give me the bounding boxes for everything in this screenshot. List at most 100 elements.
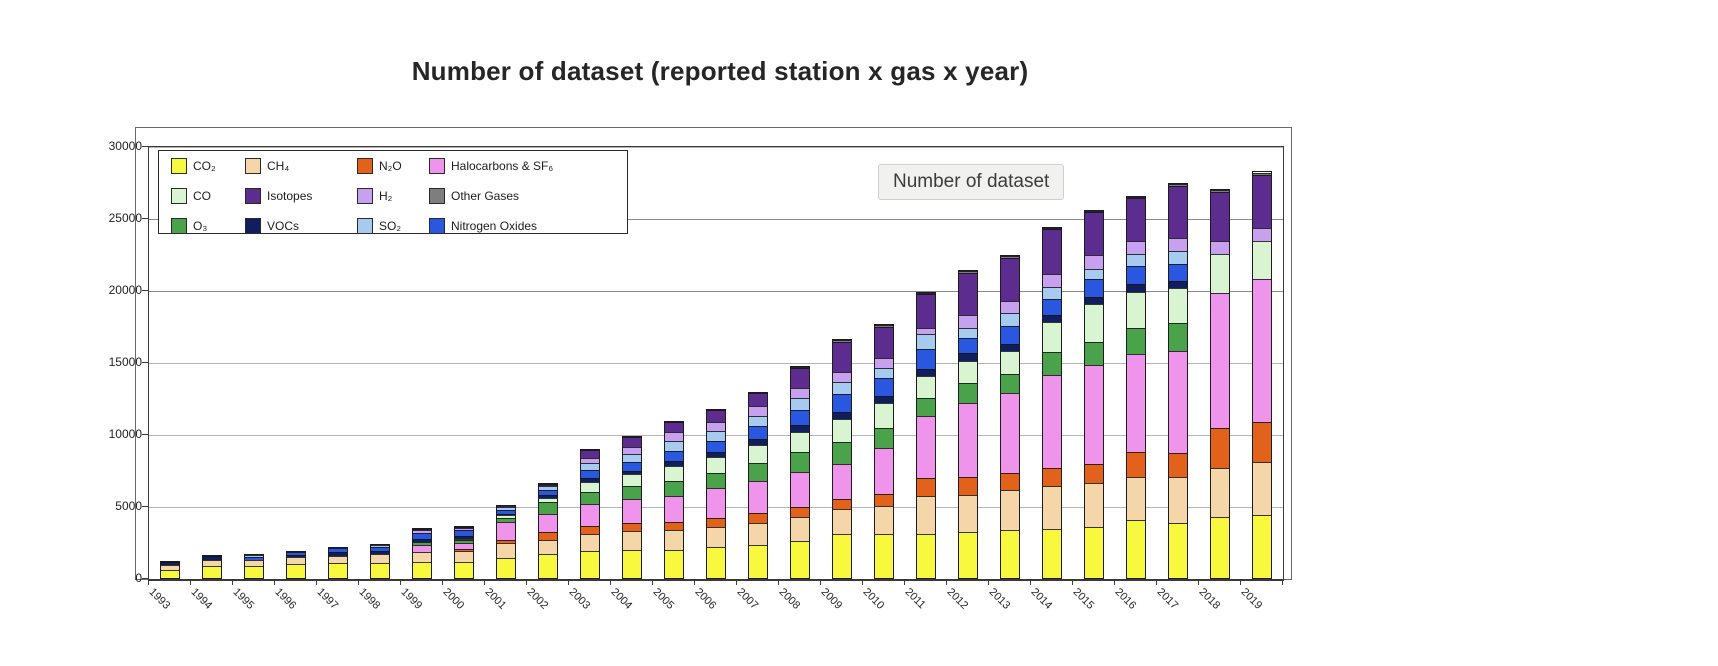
bar-segment-halocarbons-sf-[interactable] (1001, 392, 1019, 473)
bar-segment-nitrogen-oxides[interactable] (1085, 278, 1103, 297)
bar-segment-co-[interactable] (749, 545, 767, 578)
bar-segment-co[interactable] (1085, 303, 1103, 342)
bar-segment-n-o[interactable] (455, 549, 473, 551)
bar-segment-vocs[interactable] (1043, 314, 1061, 322)
bar-segment-o-[interactable] (1169, 322, 1187, 351)
bar-segment-halocarbons-sf-[interactable] (1043, 374, 1061, 468)
bar-segment-isotopes[interactable] (623, 437, 641, 448)
bar-2001[interactable] (496, 504, 516, 579)
bar-segment-nitrogen-oxides[interactable] (329, 547, 347, 553)
bar-segment-ch-[interactable] (623, 531, 641, 550)
bar-segment-nitrogen-oxides[interactable] (287, 551, 305, 556)
bar-segment-ch-[interactable] (833, 508, 851, 535)
bar-segment-halocarbons-sf-[interactable] (413, 544, 431, 552)
bar-segment-co-[interactable] (203, 565, 221, 578)
bar-segment-ch-[interactable] (287, 557, 305, 565)
bar-segment-ch-[interactable] (707, 526, 725, 548)
bar-segment-ch-[interactable] (959, 495, 977, 533)
bar-segment-nitrogen-oxides[interactable] (581, 470, 599, 479)
bar-segment-halocarbons-sf-[interactable] (791, 472, 809, 507)
bar-segment-co-[interactable] (1085, 527, 1103, 578)
bar-segment-other-gases[interactable] (917, 292, 935, 295)
bar-1999[interactable] (412, 527, 432, 579)
bar-segment-isotopes[interactable] (1211, 191, 1229, 242)
bar-segment-isotopes[interactable] (413, 528, 431, 531)
bar-segment-h-[interactable] (707, 422, 725, 432)
bar-segment-vocs[interactable] (1085, 296, 1103, 304)
bar-segment-h-[interactable] (1253, 228, 1271, 241)
bar-2005[interactable] (664, 421, 684, 579)
bar-segment-co-[interactable] (581, 551, 599, 578)
bar-segment-h-[interactable] (1043, 273, 1061, 287)
bar-segment-n-o[interactable] (1169, 453, 1187, 477)
bar-segment-o-[interactable] (959, 382, 977, 404)
bar-segment-h-[interactable] (665, 432, 683, 441)
bar-segment-n-o[interactable] (1127, 451, 1145, 478)
bar-segment-ch-[interactable] (1001, 489, 1019, 531)
bar-segment-isotopes[interactable] (749, 392, 767, 406)
bar-segment-isotopes[interactable] (455, 526, 473, 528)
bar-2014[interactable] (1042, 226, 1062, 579)
bar-segment-isotopes[interactable] (959, 272, 977, 316)
bar-segment-co[interactable] (1001, 351, 1019, 375)
bar-segment-h-[interactable] (581, 458, 599, 464)
bar-segment-co[interactable] (1169, 287, 1187, 323)
bar-segment-vocs[interactable] (665, 460, 683, 466)
bar-segment-other-gases[interactable] (1127, 196, 1145, 199)
bar-segment-co-[interactable] (1253, 514, 1271, 578)
bar-segment-vocs[interactable] (1127, 283, 1145, 292)
bar-1995[interactable] (244, 553, 264, 579)
bar-segment-co-[interactable] (1211, 517, 1229, 578)
bar-segment-nitrogen-oxides[interactable] (749, 426, 767, 440)
bar-segment-other-gases[interactable] (791, 366, 809, 369)
bar-segment-co[interactable] (1127, 291, 1145, 329)
bar-segment-nitrogen-oxides[interactable] (497, 510, 515, 514)
bar-segment-ch-[interactable] (1211, 468, 1229, 518)
bar-segment-vocs[interactable] (833, 411, 851, 419)
bar-segment-halocarbons-sf-[interactable] (1085, 364, 1103, 465)
bar-segment-h-[interactable] (413, 530, 431, 534)
bar-segment-n-o[interactable] (581, 526, 599, 535)
bar-segment-co[interactable] (539, 497, 557, 503)
bar-2007[interactable] (748, 391, 768, 579)
bar-segment-so-[interactable] (371, 545, 389, 547)
bar-segment-n-o[interactable] (1001, 472, 1019, 490)
bar-segment-co-[interactable] (707, 547, 725, 578)
bar-2008[interactable] (790, 365, 810, 579)
bar-segment-o-[interactable] (539, 502, 557, 514)
bar-segment-nitrogen-oxides[interactable] (1169, 263, 1187, 281)
bar-segment-o-[interactable] (875, 428, 893, 448)
bar-segment-h-[interactable] (623, 447, 641, 455)
bar-segment-ch-[interactable] (665, 530, 683, 550)
bar-segment-vocs[interactable] (623, 470, 641, 475)
bar-segment-co-[interactable] (497, 557, 515, 578)
bar-segment-other-gases[interactable] (833, 340, 851, 342)
bar-segment-n-o[interactable] (623, 522, 641, 532)
bar-segment-o-[interactable] (833, 441, 851, 464)
bar-segment-co[interactable] (791, 431, 809, 453)
bar-segment-co-[interactable] (917, 533, 935, 578)
bar-segment-vocs[interactable] (203, 556, 221, 561)
bar-segment-o-[interactable] (497, 518, 515, 523)
bar-segment-other-gases[interactable] (959, 271, 977, 273)
bar-segment-so-[interactable] (1127, 254, 1145, 267)
bar-segment-co[interactable] (875, 403, 893, 428)
bar-segment-co-[interactable] (833, 534, 851, 578)
bar-segment-ch-[interactable] (1085, 482, 1103, 528)
bar-segment-vocs[interactable] (707, 452, 725, 458)
bar-segment-n-o[interactable] (539, 531, 557, 540)
bar-segment-co-[interactable] (161, 569, 179, 578)
bar-segment-co-[interactable] (455, 561, 473, 578)
bar-segment-h-[interactable] (1169, 237, 1187, 251)
bar-segment-co-[interactable] (539, 554, 557, 578)
bar-segment-co[interactable] (1043, 321, 1061, 352)
bar-segment-isotopes[interactable] (1127, 198, 1145, 242)
bar-segment-vocs[interactable] (161, 562, 179, 566)
bar-segment-halocarbons-sf-[interactable] (959, 403, 977, 478)
bar-segment-isotopes[interactable] (1043, 229, 1061, 274)
bar-segment-isotopes[interactable] (791, 368, 809, 388)
bar-segment-nitrogen-oxides[interactable] (623, 462, 641, 471)
bar-segment-so-[interactable] (623, 454, 641, 463)
bar-segment-nitrogen-oxides[interactable] (455, 529, 473, 536)
bar-segment-o-[interactable] (749, 463, 767, 482)
